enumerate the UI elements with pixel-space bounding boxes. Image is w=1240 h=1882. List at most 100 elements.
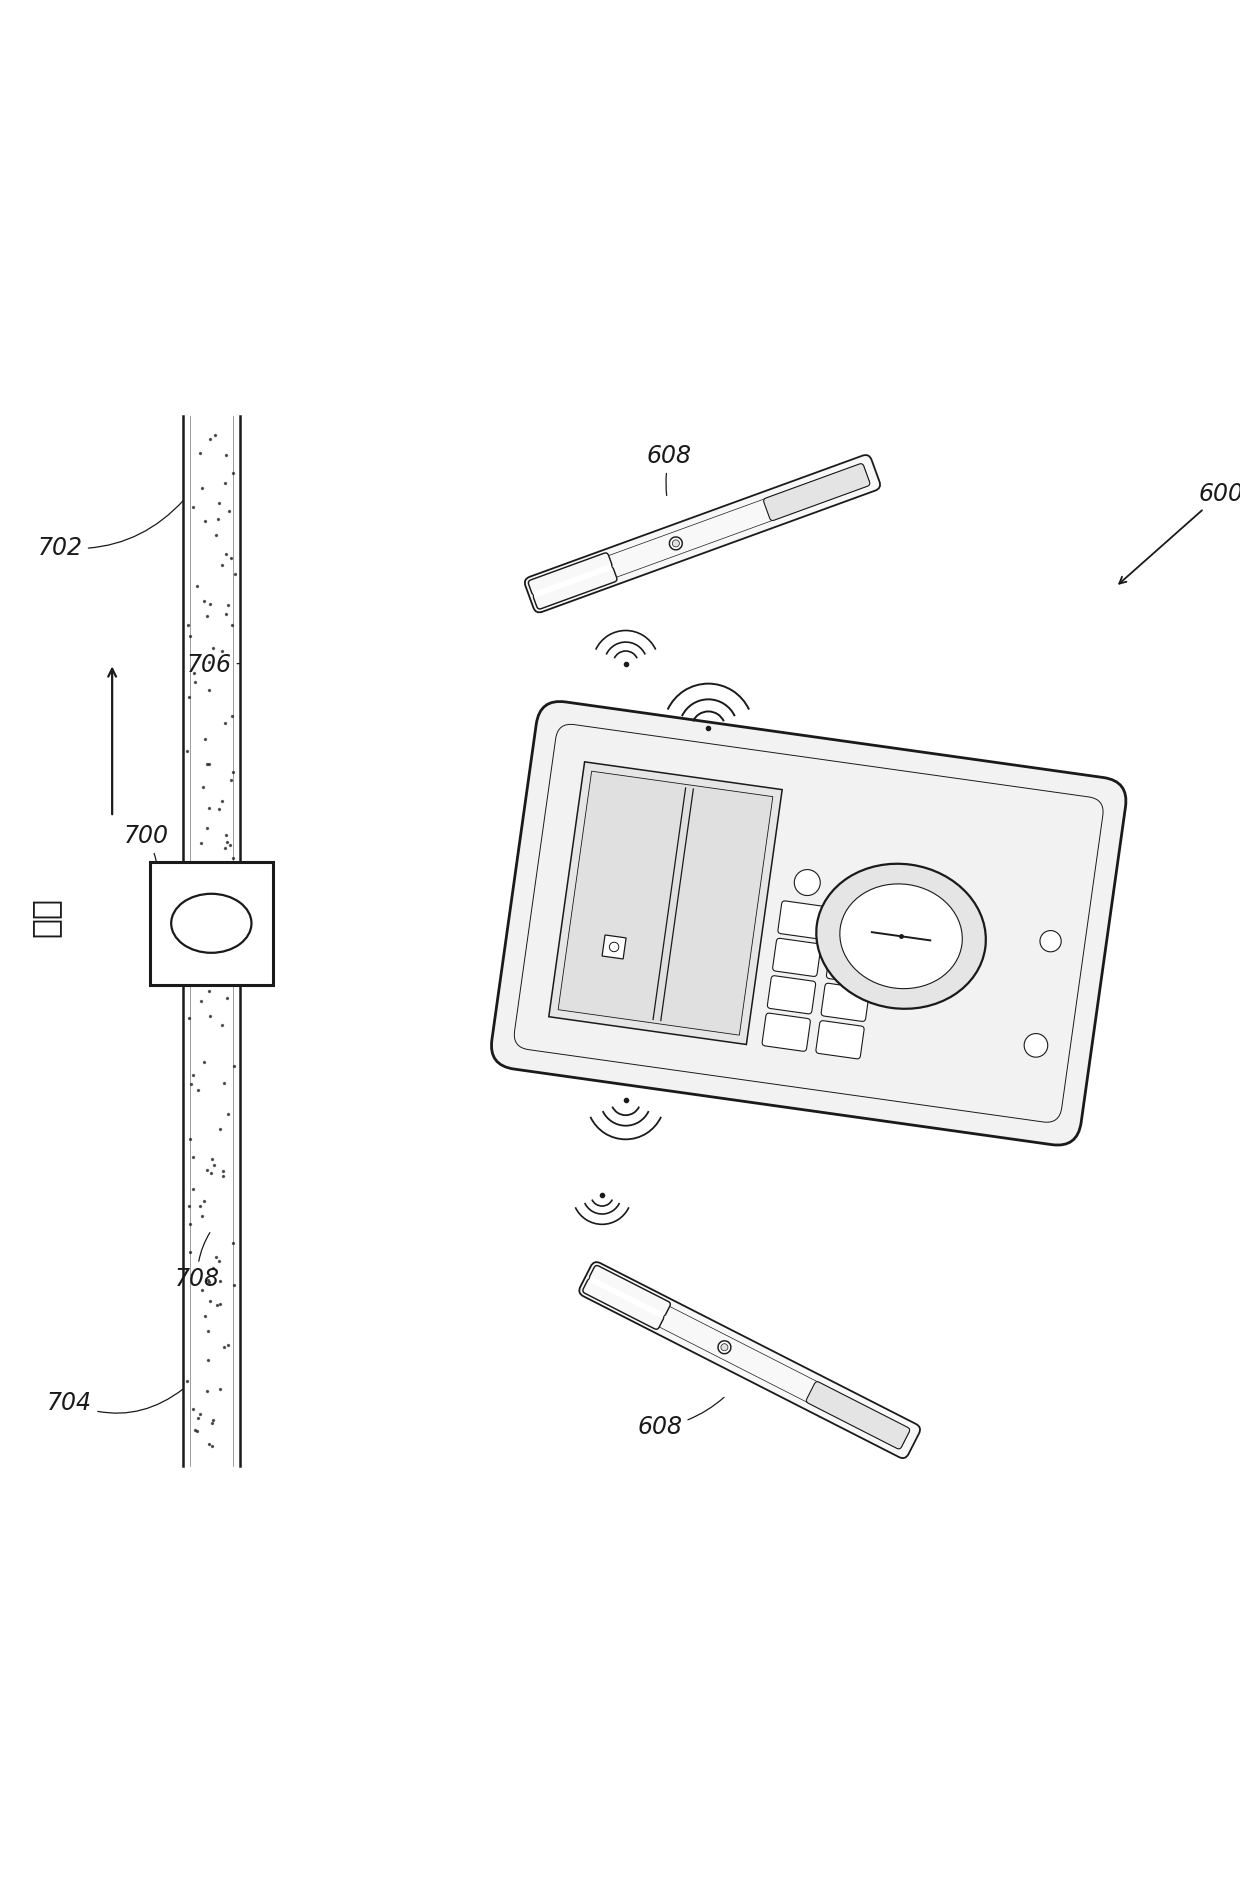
Point [200,1428,219,1459]
Point [180,1124,200,1154]
FancyBboxPatch shape [603,935,626,960]
FancyBboxPatch shape [777,901,826,939]
Point [195,1300,215,1331]
Circle shape [718,1340,730,1353]
Point [213,1156,233,1186]
Point [217,538,237,568]
Point [226,559,246,589]
Point [188,1075,208,1105]
Point [205,420,224,450]
Point [212,1011,232,1041]
Point [192,772,212,802]
Point [216,598,236,629]
Point [223,843,243,873]
Point [222,700,242,730]
Point [210,1246,229,1276]
Point [197,1156,217,1186]
Ellipse shape [171,894,252,952]
FancyBboxPatch shape [773,939,821,977]
FancyBboxPatch shape [764,463,869,521]
FancyBboxPatch shape [821,982,869,1022]
FancyBboxPatch shape [558,772,773,1035]
Point [198,674,218,704]
FancyBboxPatch shape [525,455,880,612]
Point [224,1050,244,1080]
Point [201,901,221,932]
Point [210,794,229,824]
FancyBboxPatch shape [533,565,613,598]
Point [200,647,219,678]
Point [188,1402,208,1432]
FancyBboxPatch shape [549,762,782,1045]
FancyBboxPatch shape [763,1013,810,1052]
Point [184,1142,203,1172]
FancyBboxPatch shape [768,975,816,1014]
Point [200,423,219,454]
FancyBboxPatch shape [583,1278,663,1329]
Point [177,610,197,640]
Text: 604: 604 [629,969,801,1035]
Point [197,1376,217,1406]
Point [223,1270,243,1300]
Text: 电流: 电流 [29,898,61,937]
Point [197,749,217,779]
Point [208,504,228,534]
FancyBboxPatch shape [832,909,880,947]
Point [202,1253,222,1284]
Point [200,792,219,822]
Point [218,495,238,525]
Point [187,572,207,602]
Text: 602: 602 [994,990,1073,1026]
Point [202,1144,222,1174]
Point [223,757,243,787]
Point [223,1227,243,1257]
Point [195,1186,215,1216]
Circle shape [795,869,820,896]
Point [184,1393,203,1423]
Point [222,610,242,640]
Point [184,1174,203,1204]
Point [219,830,239,860]
Circle shape [848,877,874,903]
Point [210,1374,229,1404]
Point [211,905,231,935]
Point [212,550,232,580]
Point [215,834,234,864]
Point [176,1366,196,1396]
Point [198,1346,218,1376]
Point [202,1430,222,1460]
Point [213,1161,233,1191]
Ellipse shape [816,864,986,1009]
Point [201,1157,221,1188]
Point [210,1289,229,1319]
FancyBboxPatch shape [150,862,273,984]
Point [212,636,232,666]
Point [198,1265,218,1295]
Point [218,1099,238,1129]
FancyBboxPatch shape [579,1263,920,1459]
Point [222,544,242,574]
Point [207,1289,227,1319]
Point [190,1398,210,1428]
Point [203,1150,223,1180]
Point [210,487,229,518]
Point [195,587,215,617]
Point [193,1046,213,1077]
Point [180,1210,200,1240]
Point [197,1316,217,1346]
Point [216,849,236,879]
Point [201,1001,221,1031]
Point [179,1003,198,1033]
Point [190,439,210,469]
Point [180,621,200,651]
Point [206,1242,226,1272]
Text: 708: 708 [175,1233,219,1291]
Point [211,1267,231,1297]
Point [190,1191,210,1221]
Point [197,813,217,843]
Text: 608: 608 [647,444,692,495]
Circle shape [670,536,682,550]
Point [200,977,219,1007]
Circle shape [672,540,680,548]
FancyBboxPatch shape [826,947,874,984]
